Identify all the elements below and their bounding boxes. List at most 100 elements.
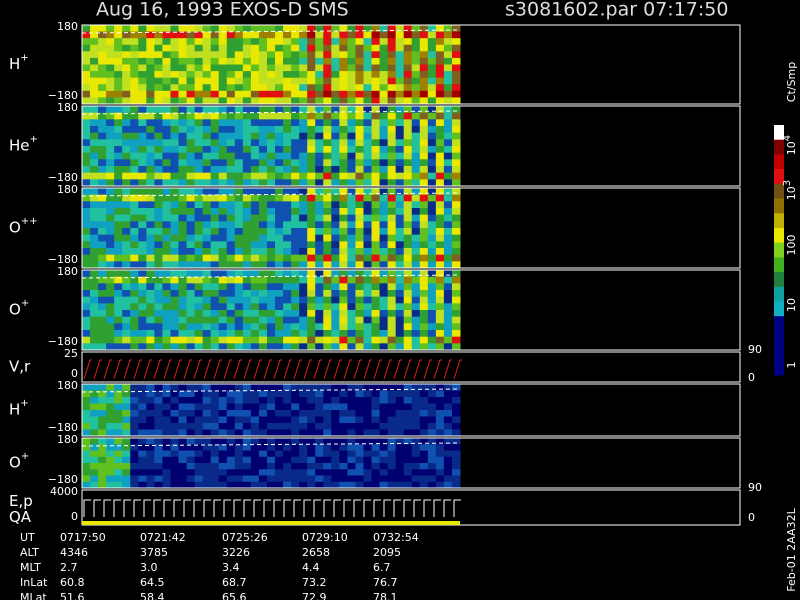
ep-trace	[193, 499, 201, 517]
spectrogram-cell	[403, 438, 413, 445]
spectrogram-cell	[154, 261, 163, 269]
spectrogram-cell	[403, 25, 413, 33]
spectrogram-cell	[138, 84, 147, 92]
spectrogram-cell	[403, 152, 413, 160]
spectrogram-cell	[299, 270, 308, 278]
spectrogram-cell	[194, 228, 204, 236]
spectrogram-cell	[154, 51, 163, 59]
file-time: s3081602.par 07:17:50	[505, 0, 728, 21]
spectrogram-cell	[234, 303, 244, 311]
spectrogram-cell	[307, 384, 316, 391]
footer-value: 4346	[60, 546, 88, 559]
spectrogram-cell	[291, 481, 300, 489]
spectrogram-cell	[411, 90, 421, 98]
spectrogram-cell	[250, 429, 260, 437]
spectrogram-cell	[210, 261, 220, 269]
spectrogram-cell	[138, 172, 147, 180]
spectrogram-cell	[307, 166, 316, 174]
spectrogram-cell	[339, 397, 348, 404]
spectrogram-cell	[435, 84, 445, 92]
spectrogram-cell	[130, 159, 139, 167]
spectrogram-cell	[443, 303, 453, 311]
spectrogram-cell	[403, 221, 413, 229]
spectrogram-cell	[387, 159, 397, 167]
spectrogram-cell	[194, 119, 204, 127]
spectrogram-cell	[114, 469, 123, 476]
spectrogram-cell	[403, 330, 413, 338]
spectrogram-cell	[146, 228, 155, 236]
spectrogram-cell	[283, 77, 292, 85]
spectrogram-cell	[242, 139, 252, 147]
spectrogram-cell	[82, 475, 91, 483]
footer-value: 2.7	[60, 561, 78, 574]
spectrogram-cell	[347, 261, 356, 269]
spectrogram-cell	[130, 463, 139, 470]
spectrogram-cell	[363, 31, 373, 39]
spectrogram-cell	[82, 397, 91, 404]
spectrogram-cell	[275, 254, 284, 262]
spectrogram-cell	[178, 208, 188, 216]
spectrogram-cell	[234, 112, 244, 120]
spectrogram-cell	[178, 330, 188, 338]
spectrogram-cell	[242, 132, 252, 140]
spectrogram-cell	[411, 84, 421, 92]
spectrogram-cell	[443, 71, 453, 79]
spectrogram-cell	[315, 336, 324, 344]
spectrogram-cell	[339, 410, 348, 417]
spectrogram-cell	[291, 323, 300, 331]
spectrogram-cell	[202, 228, 212, 236]
spectrogram-cell	[379, 241, 389, 249]
spectrogram-cell	[106, 172, 115, 180]
spectrogram-cell	[138, 179, 147, 187]
spectrogram-cell	[443, 57, 453, 65]
spectrogram-cell	[403, 106, 413, 114]
spectrogram-cell	[154, 179, 163, 187]
spectrogram-cell	[379, 469, 389, 476]
spectrogram-cell	[130, 248, 139, 256]
spectrogram-cell	[106, 450, 115, 458]
spectrogram-cell	[315, 166, 324, 174]
spectrogram-cell	[226, 31, 236, 39]
spectrogram-cell	[186, 25, 196, 33]
spectrogram-cell	[443, 51, 453, 59]
spectrogram-cell	[411, 126, 421, 134]
spectrogram-cell	[114, 51, 123, 59]
spectrogram-cell	[291, 166, 300, 174]
spectrogram-cell	[234, 390, 244, 398]
spectrogram-cell	[138, 51, 147, 59]
spectrogram-cell	[194, 179, 204, 187]
spectrogram-cell	[403, 475, 413, 483]
spectrogram-cell	[411, 25, 421, 33]
spectrogram-cell	[355, 112, 364, 120]
spectrogram-cell	[202, 261, 212, 269]
spectrogram-cell	[202, 25, 212, 33]
spectrogram-cell	[339, 106, 348, 114]
spectrogram-cell	[371, 283, 381, 291]
spectrogram-cell	[234, 296, 244, 304]
spectrogram-cell	[114, 343, 123, 351]
spectrogram-cell	[347, 221, 356, 229]
spectrogram-cell	[371, 201, 381, 209]
spectrogram-cell	[186, 228, 196, 236]
spectrogram-cell	[419, 119, 429, 127]
spectrogram-cell	[202, 248, 212, 256]
spectrogram-cell	[202, 403, 212, 411]
spectrogram-cell	[411, 97, 421, 105]
spectrogram-cell	[363, 403, 373, 411]
spectrogram-cell	[234, 208, 244, 216]
spectrogram-cell	[403, 126, 413, 134]
spectrogram-cell	[275, 119, 284, 127]
spectrogram-cell	[82, 51, 91, 59]
spectrogram-cell	[427, 323, 437, 331]
spectrogram-cell	[451, 221, 461, 229]
spectrogram-cell	[234, 179, 244, 187]
spectrogram-cell	[186, 221, 196, 229]
spectrogram-cell	[275, 303, 284, 311]
spectrogram-cell	[122, 316, 131, 324]
spectrogram-cell	[347, 25, 356, 33]
spectrogram-cell	[258, 463, 268, 470]
spectrogram-cell	[226, 97, 236, 105]
spectrogram-cell	[194, 90, 204, 98]
spectrogram-cell	[331, 38, 340, 46]
spectrogram-cell	[258, 57, 268, 65]
